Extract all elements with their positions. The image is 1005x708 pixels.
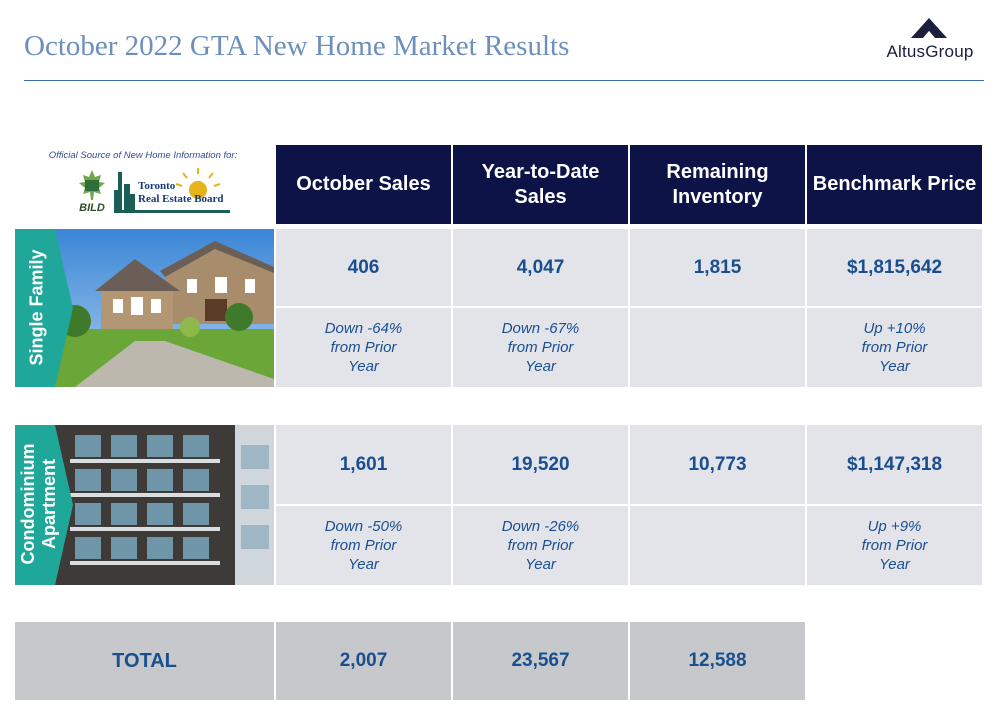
sf-remaining-inventory: 1,815 bbox=[630, 229, 805, 306]
total-ytd-sales: 23,567 bbox=[453, 622, 628, 700]
condo-remaining-inventory: 10,773 bbox=[630, 425, 805, 504]
sf-october-sales-change: Down -64% from Prior Year bbox=[276, 308, 451, 387]
altus-mountain-icon bbox=[911, 18, 947, 38]
header-ytd-sales: Year-to-Date Sales bbox=[453, 145, 628, 224]
single-family-label: Single Family bbox=[26, 249, 47, 366]
total-label-cell: TOTAL bbox=[15, 622, 274, 700]
sf-benchmark-price: $1,815,642 bbox=[807, 229, 982, 306]
title-divider bbox=[24, 80, 984, 81]
condo-ytd-sales: 19,520 bbox=[453, 425, 628, 504]
altus-group-logo: AltusGroup bbox=[878, 18, 988, 68]
condo-panel: Condominium Apartment bbox=[15, 425, 274, 585]
logo-text: AltusGroup bbox=[886, 42, 974, 61]
condo-benchmark-price: $1,147,318 bbox=[807, 425, 982, 504]
total-remaining-inventory: 12,588 bbox=[630, 622, 805, 700]
condo-ytd-sales-change: Down -26% from Prior Year bbox=[453, 506, 628, 585]
sf-ytd-sales: 4,047 bbox=[453, 229, 628, 306]
sf-october-sales: 406 bbox=[276, 229, 451, 306]
bild-logo: BILD bbox=[72, 168, 112, 214]
total-october-sales: 2,007 bbox=[276, 622, 451, 700]
condo-october-sales-change: Down -50% from Prior Year bbox=[276, 506, 451, 585]
page-title: October 2022 GTA New Home Market Results bbox=[24, 30, 570, 62]
treb-text-line1: Toronto bbox=[138, 180, 176, 192]
condo-price-change: Up +9% from Prior Year bbox=[807, 506, 982, 585]
condo-label: Condominium Apartment bbox=[18, 443, 59, 565]
condo-october-sales: 1,601 bbox=[276, 425, 451, 504]
header-october-sales: October Sales bbox=[276, 145, 451, 224]
header-benchmark-price: Benchmark Price bbox=[807, 145, 982, 224]
sf-price-change: Up +10% from Prior Year bbox=[807, 308, 982, 387]
treb-logo: Toronto Real Estate Board bbox=[112, 164, 232, 216]
skyline-sun-icon bbox=[114, 168, 230, 213]
bild-text: BILD bbox=[79, 202, 105, 214]
single-family-panel: Single Family bbox=[15, 229, 274, 387]
header-remaining-inventory: Remaining Inventory bbox=[630, 145, 805, 224]
maple-leaf-icon bbox=[79, 170, 105, 200]
condo-inventory-change bbox=[630, 506, 805, 585]
sf-ytd-sales-change: Down -67% from Prior Year bbox=[453, 308, 628, 387]
sf-inventory-change bbox=[630, 308, 805, 387]
apartment-photo-icon bbox=[15, 425, 274, 585]
source-caption: Official Source of New Home Information … bbox=[48, 150, 238, 161]
treb-text-line2: Real Estate Board bbox=[138, 193, 224, 205]
source-block: Official Source of New Home Information … bbox=[14, 146, 272, 224]
house-photo-icon bbox=[15, 229, 274, 387]
